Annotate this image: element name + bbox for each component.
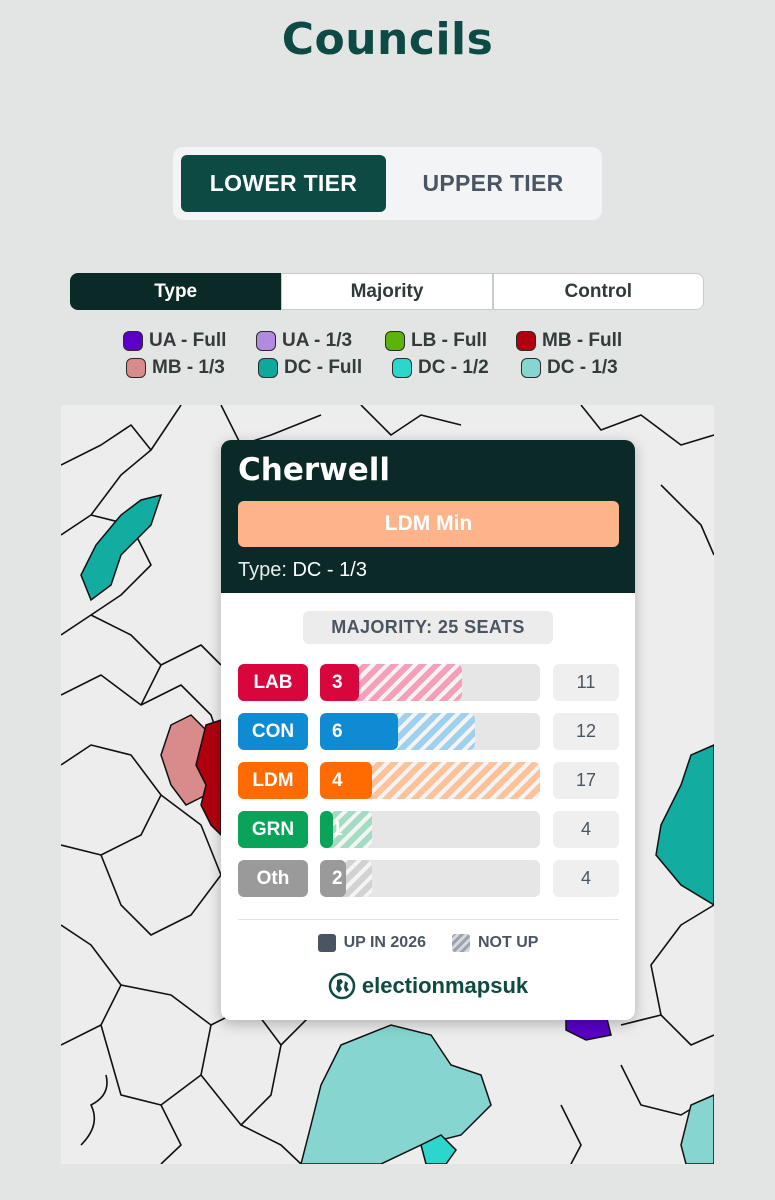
party-badge: LAB [238, 664, 308, 701]
page-title: Councils [281, 14, 494, 65]
seat-bar: 6 [320, 713, 540, 750]
view-tabs: Type Majority Control [70, 273, 704, 310]
seat-bar: 3 [320, 664, 540, 701]
party-row-grn: GRN 1 4 [238, 811, 619, 848]
divider [238, 919, 619, 920]
lower-tier-button[interactable]: LOWER TIER [181, 155, 386, 212]
up-swatch [317, 934, 336, 952]
council-name: Cherwell [238, 452, 391, 488]
tab-type[interactable]: Type [70, 273, 282, 310]
legend-item: DC - Full [258, 357, 362, 379]
legend-label: MB - 1/3 [152, 357, 225, 378]
seat-bar-up [320, 860, 346, 897]
seats-total-value: 11 [553, 664, 619, 701]
legend-swatch [392, 358, 412, 378]
seats-total-value: 4 [553, 860, 619, 897]
tab-control[interactable]: Control [492, 273, 704, 310]
legend-item: UA - 1/3 [256, 330, 352, 352]
legend-label: UA - Full [149, 330, 227, 351]
party-badge: CON [238, 713, 308, 750]
seats-total-value: 12 [553, 713, 619, 750]
seats-up-value: 2 [332, 868, 343, 889]
legend-label: UA - 1/3 [282, 330, 353, 351]
notup-swatch [451, 934, 470, 952]
legend-label: DC - 1/2 [418, 357, 489, 378]
upper-tier-button[interactable]: UPPER TIER [422, 170, 564, 196]
legend-swatch [126, 358, 146, 378]
seats-up-value: 3 [332, 672, 343, 693]
legend-swatch [521, 358, 541, 378]
seats-up-value: 6 [332, 721, 343, 742]
map-svg[interactable] [61, 405, 714, 1164]
party-badge: LDM [238, 762, 308, 799]
council-type: Type: DC - 1/3 [238, 559, 367, 582]
key-notup: NOT UP [451, 934, 539, 952]
legend-label: DC - Full [284, 357, 363, 378]
party-row-lab: LAB 3 11 [238, 664, 619, 701]
seats-total-value: 17 [553, 762, 619, 799]
party-row-oth: Oth 2 4 [238, 860, 619, 897]
legend-label: DC - 1/3 [547, 357, 618, 378]
type-value: DC - 1/3 [292, 559, 367, 581]
key-up: UP IN 2026 [317, 934, 426, 952]
key-up-label: UP IN 2026 [343, 934, 426, 951]
legend-swatch [256, 331, 276, 351]
seat-key: UP IN 2026 NOT UP [221, 934, 635, 952]
legend-item: UA - Full [123, 330, 226, 352]
seat-bar-up [320, 664, 359, 701]
council-popup: Cherwell LDM Min Type: DC - 1/3 MAJORITY… [221, 440, 635, 1020]
legend-item: LB - Full [385, 330, 487, 352]
control-badge: LDM Min [238, 501, 619, 547]
brand-logo: electionmapsuk [221, 972, 635, 1000]
legend-item: MB - 1/3 [126, 357, 225, 379]
seats-up-value: 1 [332, 819, 343, 840]
party-badge: GRN [238, 811, 308, 848]
majority-badge: MAJORITY: 25 SEATS [303, 611, 553, 644]
globe-icon [328, 972, 356, 1000]
legend-item: DC - 1/3 [521, 357, 618, 379]
party-row-ldm: LDM 4 17 [238, 762, 619, 799]
seat-bar: 1 [320, 811, 540, 848]
legend-label: MB - Full [542, 330, 623, 351]
legend-swatch [385, 331, 405, 351]
seat-bar: 4 [320, 762, 540, 799]
legend-swatch [123, 331, 143, 351]
legend-swatch [258, 358, 278, 378]
seats-total-value: 4 [553, 811, 619, 848]
legend-item: MB - Full [516, 330, 622, 352]
seat-bar: 2 [320, 860, 540, 897]
party-row-con: CON 6 12 [238, 713, 619, 750]
brand-name: electionmapsuk [361, 973, 529, 998]
legend-item: DC - 1/2 [392, 357, 489, 379]
party-badge: Oth [238, 860, 308, 897]
type-label: Type: [238, 559, 287, 581]
legend-swatch [516, 331, 536, 351]
key-notup-label: NOT UP [477, 934, 539, 951]
seat-bar-up [320, 713, 398, 750]
legend-label: LB - Full [411, 330, 487, 351]
seat-bar-up [320, 762, 372, 799]
tier-toggle: LOWER TIER UPPER TIER [173, 147, 602, 220]
popup-header: Cherwell LDM Min Type: DC - 1/3 [221, 440, 635, 593]
seats-up-value: 4 [332, 770, 343, 791]
tab-majority[interactable]: Majority [281, 273, 493, 310]
seat-bar-up [320, 811, 333, 848]
